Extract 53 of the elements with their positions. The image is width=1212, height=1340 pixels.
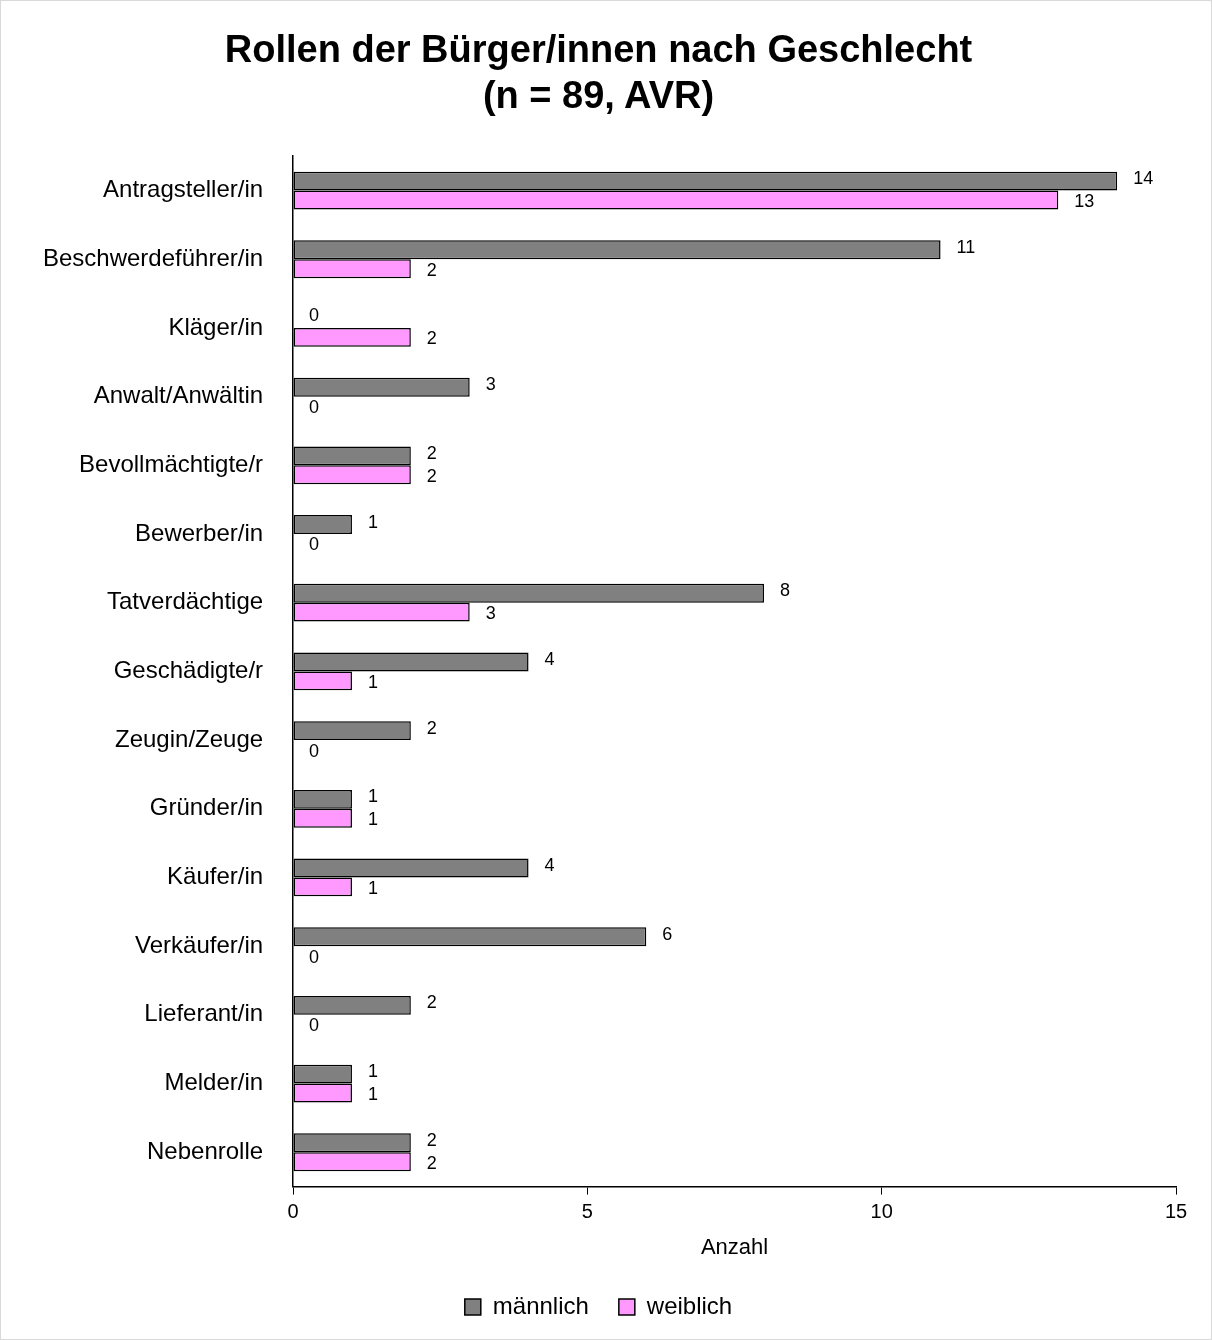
data-label: 1 [367,786,378,807]
data-label: 11 [956,236,976,257]
x-tick-label: 15 [1164,1200,1188,1223]
data-label: 2 [426,328,437,349]
legend-label: weiblich [645,1291,733,1319]
data-label: 1 [367,1061,378,1082]
data-label: 2 [426,717,437,738]
data-label: 0 [309,397,320,418]
data-label: 14 [1133,168,1154,189]
data-label: 4 [544,648,555,669]
x-axis-title: Anzahl [700,1233,769,1259]
y-tick-label: Melder/in [164,1068,264,1096]
data-label: 0 [309,305,320,326]
chart-title: Rollen der Bürger/innen nach Geschlecht (n = 89, AVR) [224,28,973,116]
data-label: 1 [367,1083,378,1104]
y-tick-label: Tatverdächtige [107,587,264,615]
data-label: 8 [779,580,790,601]
data-label: 2 [426,442,437,463]
x-tick-label: 0 [287,1200,299,1223]
y-tick-label: Bevollmächtigte/r [79,449,264,477]
data-label: 1 [367,809,378,830]
legend-label: männlich [492,1291,589,1319]
y-tick-label: Kläger/in [168,312,264,340]
data-label: 1 [367,877,378,898]
data-label: 2 [426,992,437,1013]
data-label: 6 [662,923,673,944]
data-label: 0 [309,1015,320,1036]
y-tick-label: Bewerber/in [135,518,264,546]
x-tick-label: 5 [581,1200,593,1223]
x-tick-label: 10 [870,1200,893,1223]
y-tick-label: Beschwerdeführer/in [42,243,264,271]
data-label: 13 [1074,190,1095,211]
y-tick-label: Gründer/in [149,793,264,821]
data-label: 2 [426,1129,437,1150]
data-label: 0 [309,740,320,761]
y-tick-label: Käufer/in [167,862,264,890]
y-tick-label: Lieferant/in [144,999,264,1027]
y-tick-label: Anwalt/Anwältin [93,381,264,409]
y-tick-label: Verkäufer/in [135,930,264,958]
data-label: 1 [367,511,378,532]
data-label: 1 [367,671,378,692]
data-label: 0 [309,946,320,967]
data-label: 4 [544,855,555,875]
data-label: 3 [485,374,496,395]
y-tick-label: Zeugin/Zeuge [115,724,264,752]
y-tick-label: Geschädigte/r [113,656,264,684]
data-label: 0 [309,534,320,555]
data-label: 2 [426,465,437,486]
data-label: 3 [485,603,496,624]
y-tick-label: Antragsteller/in [103,175,264,203]
data-label: 2 [426,259,437,280]
data-label: 2 [426,1152,437,1173]
y-tick-label: Nebenrolle [147,1136,264,1164]
